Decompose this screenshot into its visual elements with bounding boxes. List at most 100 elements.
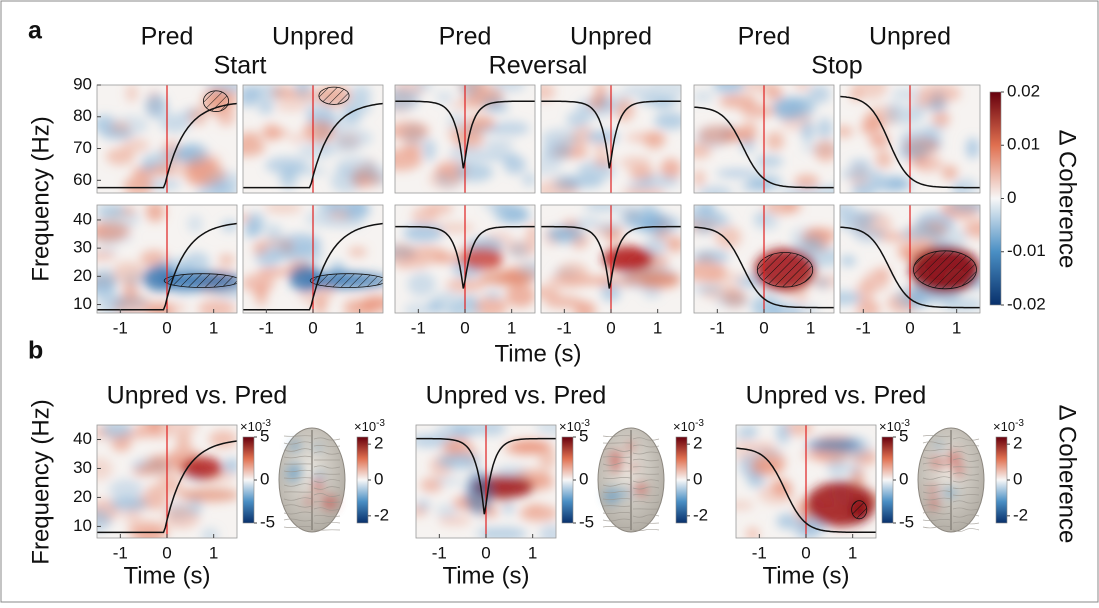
scale-base: ×10 [993, 419, 1015, 434]
y-tick-label: 10 [73, 294, 92, 313]
heatmap [97, 425, 237, 538]
heatmap-blob [526, 223, 535, 245]
panel-label: b [28, 337, 43, 365]
panel-title: Unpred vs. Pred [746, 382, 927, 410]
heatmap-blob [395, 88, 421, 111]
heatmap-blob [243, 85, 260, 107]
heatmap-blob [666, 236, 681, 253]
x-tick-label: 0 [905, 318, 914, 337]
scale-base: ×10 [673, 419, 695, 434]
x-axis-label: Time (s) [123, 562, 210, 589]
heatmap-blob [625, 132, 667, 143]
brain-gyrus [602, 442, 660, 448]
x-tick-label: 0 [162, 543, 171, 562]
heatmap-blob [445, 278, 486, 293]
brain-gyrus [922, 476, 980, 483]
y-tick-label: 80 [73, 106, 92, 125]
heatmap-blob [123, 176, 154, 193]
heatmap-blob [243, 138, 266, 157]
heatmap-blob [433, 253, 470, 264]
heatmap [694, 85, 834, 193]
colorbar-label: Δ Coherence [1054, 405, 1081, 544]
heatmap-blob [942, 298, 980, 312]
condition-title: Start [214, 52, 267, 80]
plot-frame [242, 84, 384, 194]
colorbar [995, 436, 1008, 524]
speed-trace [840, 95, 980, 189]
heatmap-blob [422, 138, 436, 162]
heatmap [840, 205, 980, 313]
significance-hatch [851, 500, 868, 520]
heatmap-blob [694, 260, 727, 283]
heatmap-blob [885, 107, 925, 125]
heatmap-blob [434, 476, 463, 486]
column-title: Unpred [272, 23, 354, 51]
speed-trace [541, 225, 681, 289]
heatmap-blob [541, 286, 560, 299]
heatmap-texture [840, 85, 980, 193]
heatmap-blob [776, 513, 799, 529]
heatmap-blob [348, 247, 368, 257]
heatmap-blob [944, 229, 968, 247]
scale-factor: ×10-3 [879, 418, 910, 435]
x-tick-label: 0 [162, 318, 171, 337]
heatmap-blob [323, 217, 365, 228]
colorbar-tick-label: 5 [899, 426, 908, 445]
brain-gyrus [922, 525, 980, 532]
brain-gyrus [922, 497, 980, 504]
heatmap-blob [97, 508, 112, 531]
x-tick-label: 1 [209, 318, 218, 337]
heatmap-blob [397, 261, 429, 270]
condition-title: Stop [811, 52, 862, 80]
heatmap-blob [840, 211, 872, 232]
heatmap-blob [201, 528, 219, 538]
significance-hatch [163, 273, 237, 288]
heatmap-blob [641, 216, 664, 233]
heatmap-blob [141, 159, 155, 173]
heatmap-blob [541, 142, 572, 161]
heatmap-blob [746, 527, 760, 538]
brain-gyrus [602, 526, 660, 532]
heatmap-blob [145, 205, 165, 223]
brain-gyrus [922, 448, 980, 455]
heatmap-blob [243, 273, 276, 293]
heatmap-blob [505, 284, 535, 308]
brain-gyrus [283, 463, 341, 469]
colorbar-tick-label: 0 [1013, 469, 1022, 488]
colorbar-tick-label: -0.02 [1007, 294, 1046, 313]
heatmap-blob [807, 85, 831, 104]
heatmap-blob [535, 425, 556, 437]
heatmap-blob [112, 261, 145, 283]
heatmap-blob [714, 225, 742, 249]
x-tick-label: 1 [806, 318, 815, 337]
heatmap-blob [263, 205, 303, 213]
heatmap-blob [109, 497, 149, 511]
heatmap-blob [395, 243, 415, 268]
plot-frame [540, 84, 682, 194]
heatmap [736, 425, 876, 538]
heatmap-blob [472, 85, 503, 106]
heatmap-blob [851, 468, 865, 488]
colorbar-tick-label: -2 [693, 505, 708, 524]
heatmap-blob [142, 454, 185, 476]
heatmap-blob [482, 140, 515, 150]
brain-spot [949, 450, 961, 465]
heatmap-blob [736, 500, 755, 511]
brain-gyrus [283, 504, 341, 511]
brain-spot [935, 442, 943, 449]
brain-spot [927, 485, 939, 493]
heatmap-blob [304, 100, 335, 122]
heatmap-blob [519, 504, 556, 522]
heatmap-blob [435, 425, 474, 440]
brain-gyrus [602, 498, 660, 504]
heatmap-blob [257, 100, 274, 115]
x-axis-label: Time (s) [762, 562, 849, 589]
brain-gyrus [283, 483, 341, 490]
brain-gyrus [922, 490, 980, 496]
colorbar-tick-label: -5 [899, 512, 914, 531]
heatmap-texture [416, 425, 556, 538]
colorbar-tick-label: 0.01 [1007, 135, 1040, 154]
heatmap-blob [713, 85, 745, 95]
column-title: Pred [439, 23, 492, 51]
heatmap-blob [621, 187, 666, 193]
